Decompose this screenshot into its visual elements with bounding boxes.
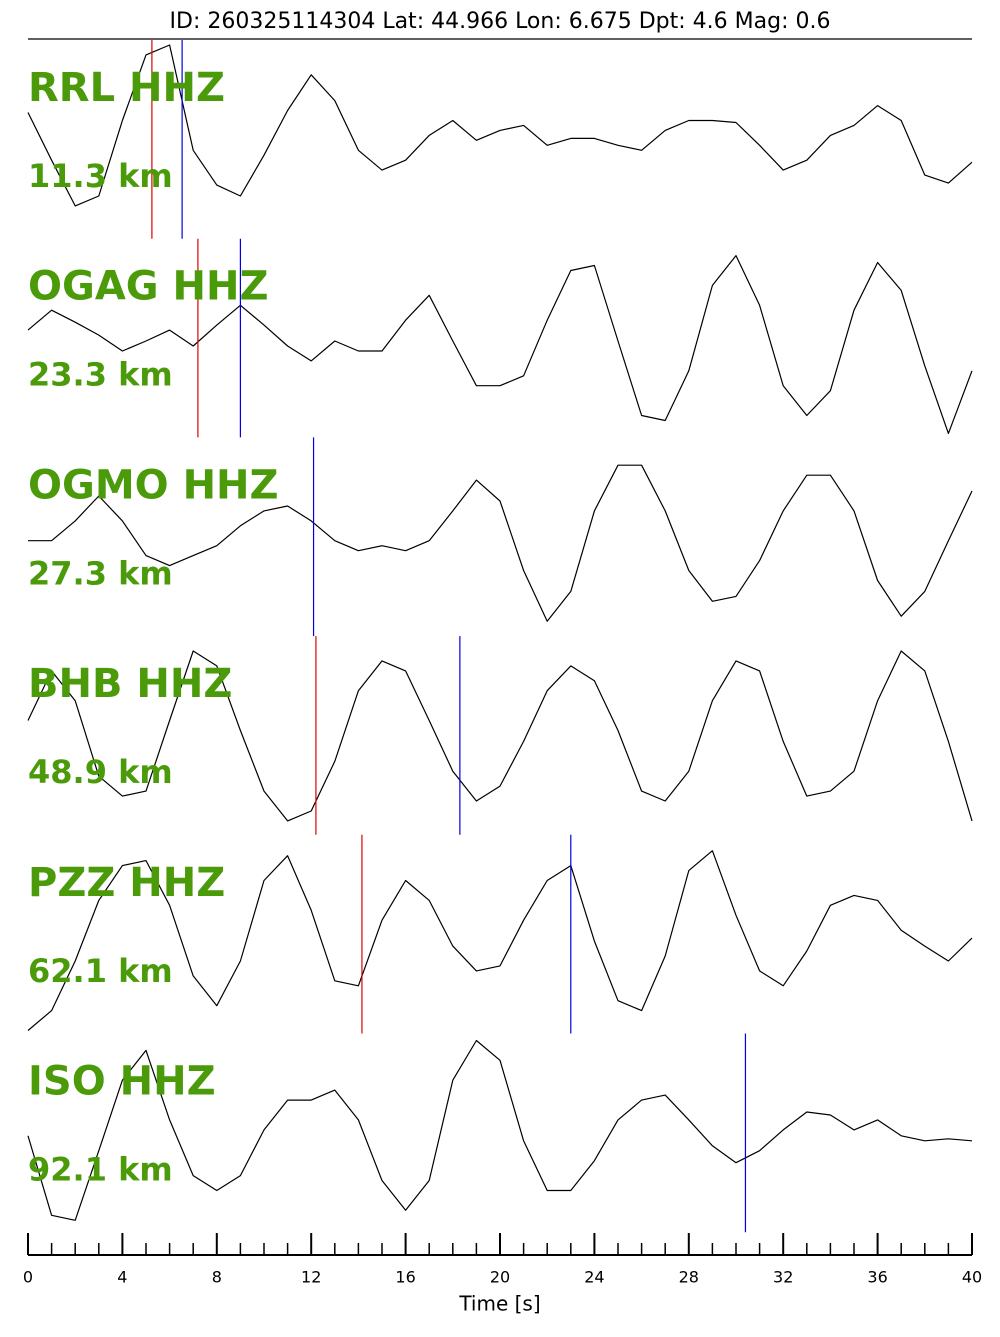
x-tick-label: 28 bbox=[679, 1268, 699, 1287]
station-label: BHB HHZ bbox=[28, 661, 232, 707]
distance-label: 62.1 km bbox=[28, 952, 173, 990]
x-tick-label: 16 bbox=[395, 1268, 415, 1287]
waveform bbox=[27, 255, 973, 434]
waveform bbox=[27, 650, 973, 822]
station-label: OGAG HHZ bbox=[28, 264, 269, 310]
station-label: PZZ HHZ bbox=[28, 860, 225, 906]
x-tick-label: 40 bbox=[962, 1268, 982, 1287]
distance-label: 23.3 km bbox=[28, 356, 173, 394]
waveform bbox=[28, 464, 973, 622]
x-tick-label: 8 bbox=[212, 1268, 222, 1287]
x-tick-label: 32 bbox=[773, 1268, 793, 1287]
x-tick-label: 20 bbox=[490, 1268, 510, 1287]
x-axis-label: Time [s] bbox=[458, 1292, 540, 1316]
chart-title: ID: 260325114304 Lat: 44.966 Lon: 6.675 … bbox=[170, 9, 831, 34]
distance-label: 48.9 km bbox=[28, 753, 173, 791]
waveform bbox=[27, 44, 973, 207]
x-tick-label: 4 bbox=[117, 1268, 127, 1287]
distance-label: 27.3 km bbox=[28, 554, 173, 592]
station-label: ISO HHZ bbox=[28, 1059, 216, 1105]
station-label: OGMO HHZ bbox=[28, 462, 279, 508]
x-tick-label: 12 bbox=[301, 1268, 321, 1287]
waveform bbox=[27, 850, 973, 1031]
x-tick-label: 0 bbox=[23, 1268, 33, 1287]
distance-label: 11.3 km bbox=[28, 157, 173, 195]
station-label: RRL HHZ bbox=[28, 65, 225, 111]
x-tick-label: 24 bbox=[584, 1268, 604, 1287]
waveform bbox=[27, 1039, 973, 1221]
distance-label: 92.1 km bbox=[28, 1151, 173, 1189]
x-tick-label: 36 bbox=[867, 1268, 887, 1287]
